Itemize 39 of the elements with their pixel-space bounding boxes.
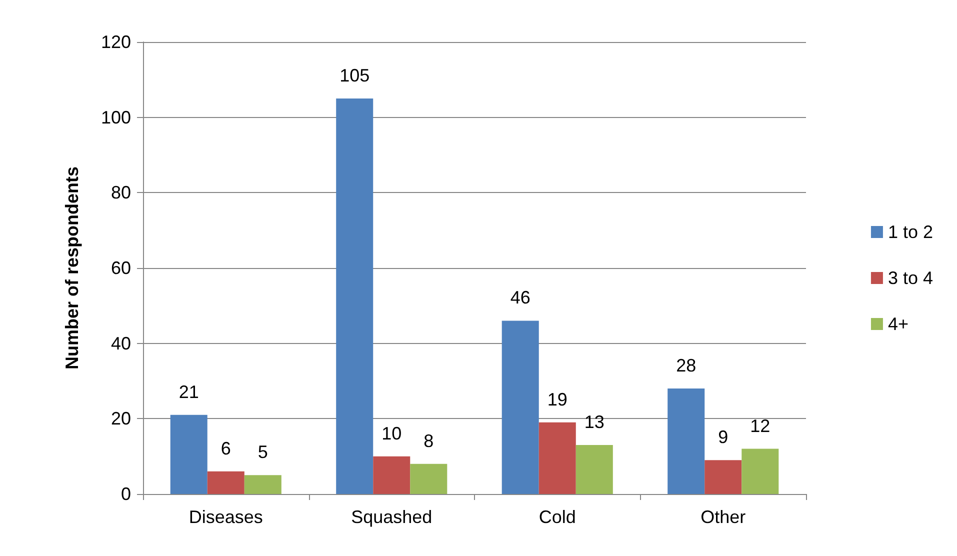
data-label: 46 bbox=[510, 288, 530, 308]
legend-label: 3 to 4 bbox=[888, 268, 934, 288]
bar bbox=[244, 475, 282, 494]
x-tick-label: Squashed bbox=[351, 507, 432, 527]
data-label: 105 bbox=[340, 66, 370, 86]
data-label: 19 bbox=[547, 389, 568, 410]
bar bbox=[704, 460, 742, 494]
y-tick-label: 120 bbox=[100, 32, 131, 52]
bar bbox=[373, 456, 410, 494]
data-label: 9 bbox=[718, 427, 728, 448]
bar bbox=[207, 471, 244, 494]
bar bbox=[410, 464, 448, 494]
bar bbox=[502, 320, 539, 494]
x-tick-label: Diseases bbox=[188, 507, 263, 527]
data-label: 6 bbox=[220, 438, 231, 458]
y-tick-label: 60 bbox=[110, 258, 131, 278]
y-tick-label: 0 bbox=[120, 484, 131, 504]
y-tick-label: 80 bbox=[110, 182, 131, 203]
bar bbox=[742, 448, 779, 494]
bar bbox=[668, 388, 705, 494]
bar bbox=[538, 422, 576, 494]
legend-label: 4+ bbox=[888, 314, 908, 334]
bar bbox=[170, 414, 208, 494]
data-label: 5 bbox=[258, 442, 268, 462]
data-label: 28 bbox=[676, 356, 696, 376]
legend-label: 1 to 2 bbox=[888, 222, 934, 242]
data-label: 10 bbox=[382, 423, 402, 444]
x-tick-label: Other bbox=[700, 507, 746, 527]
y-tick-label: 40 bbox=[110, 333, 131, 354]
y-axis-title: Number of respondents bbox=[62, 166, 82, 370]
bar bbox=[336, 98, 374, 494]
y-tick-label: 20 bbox=[110, 408, 131, 429]
bar bbox=[576, 445, 613, 494]
data-label: 21 bbox=[178, 382, 199, 402]
y-tick-label: 100 bbox=[100, 107, 131, 128]
data-label: 13 bbox=[584, 412, 604, 432]
data-label: 12 bbox=[750, 416, 770, 436]
x-tick-label: Cold bbox=[538, 507, 576, 527]
data-label: 8 bbox=[424, 430, 434, 451]
